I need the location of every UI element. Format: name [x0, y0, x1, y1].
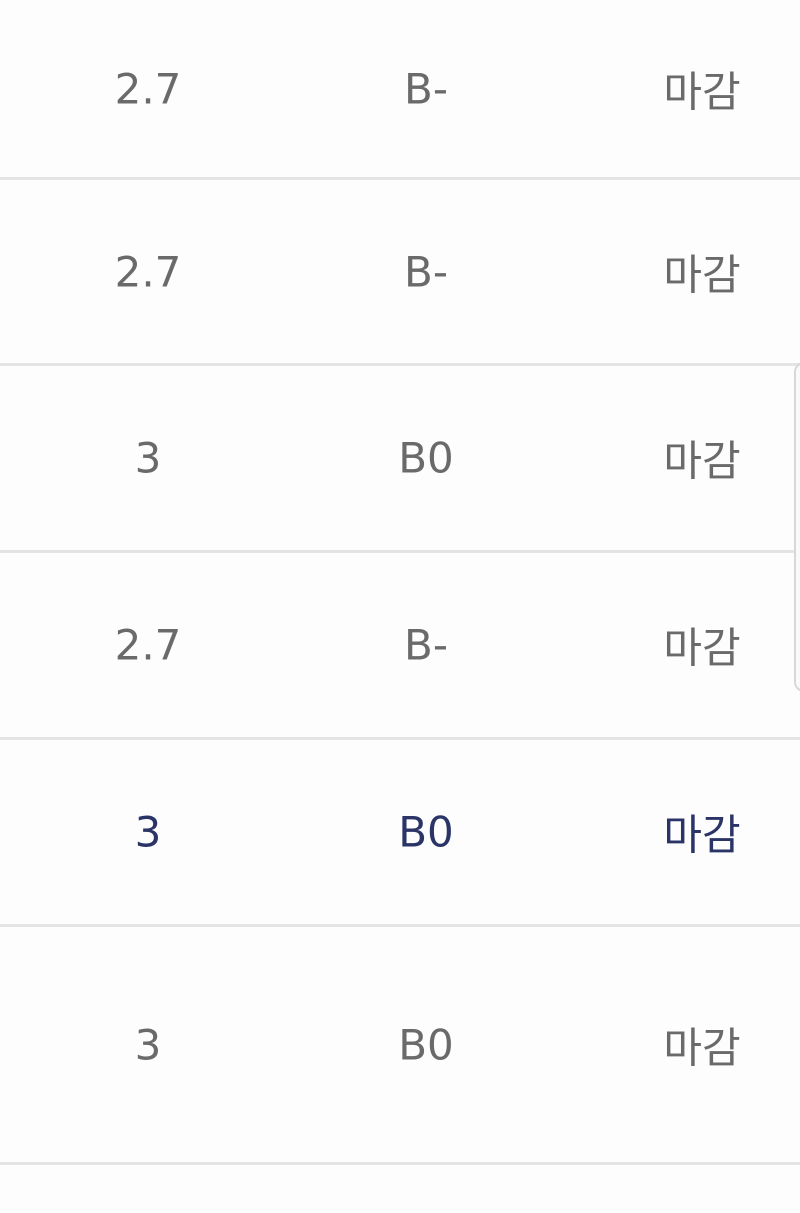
scroll-handle[interactable] [794, 362, 800, 692]
status: 마감 [663, 810, 741, 860]
status: 마감 [663, 67, 741, 116]
status: 마감 [663, 250, 741, 299]
grade: B- [404, 620, 448, 670]
table-row[interactable]: 2.7 B- 마감 [0, 180, 800, 366]
table-row-highlighted[interactable]: 3 B0 마감 [0, 740, 800, 927]
credit: 3 [134, 433, 162, 483]
credit: 2.7 [114, 620, 182, 670]
status: 마감 [663, 1023, 741, 1072]
grade: B0 [398, 807, 454, 857]
table-row[interactable]: 2.7 B- 마감 [0, 0, 800, 180]
grade: B- [404, 64, 448, 113]
grade: B- [404, 247, 448, 296]
table-row[interactable]: 3 B0 마감 [0, 366, 800, 553]
grade: B0 [398, 433, 454, 483]
status: 마감 [663, 436, 741, 486]
status: 마감 [663, 623, 741, 673]
credit: 3 [134, 1020, 162, 1069]
table-row[interactable]: 3 B0 마감 [0, 927, 800, 1165]
credit: 2.7 [114, 247, 182, 296]
credit: 3 [134, 807, 162, 857]
grade: B0 [398, 1020, 454, 1069]
credit: 2.7 [114, 64, 182, 113]
table-row[interactable]: 2.7 B- 마감 [0, 553, 800, 740]
